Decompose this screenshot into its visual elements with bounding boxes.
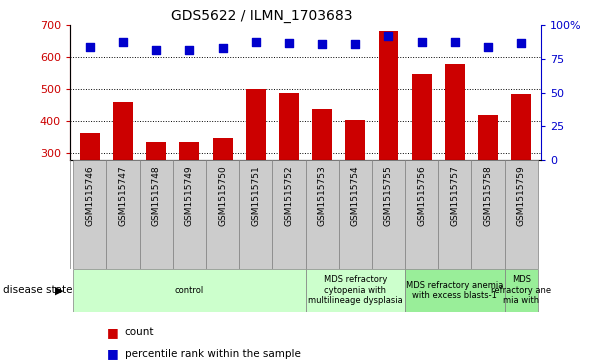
Bar bbox=[312, 109, 332, 249]
Bar bbox=[372, 160, 405, 269]
Text: GSM1515756: GSM1515756 bbox=[417, 165, 426, 226]
Point bbox=[218, 45, 227, 51]
Bar bbox=[213, 138, 232, 249]
Text: percentile rank within the sample: percentile rank within the sample bbox=[125, 349, 300, 359]
Bar bbox=[279, 93, 299, 249]
Bar bbox=[179, 142, 199, 249]
Text: count: count bbox=[125, 327, 154, 337]
Text: MDS refractory
cytopenia with
multilineage dysplasia: MDS refractory cytopenia with multilinea… bbox=[308, 276, 402, 305]
Text: GSM1515757: GSM1515757 bbox=[451, 165, 459, 226]
Text: GSM1515758: GSM1515758 bbox=[483, 165, 492, 226]
Bar bbox=[412, 74, 432, 249]
Bar bbox=[73, 160, 106, 269]
Text: GSM1515746: GSM1515746 bbox=[85, 165, 94, 226]
Bar bbox=[147, 142, 166, 249]
Bar bbox=[405, 160, 438, 269]
Text: GSM1515750: GSM1515750 bbox=[218, 165, 227, 226]
Point bbox=[483, 44, 493, 50]
Bar bbox=[305, 160, 339, 269]
Text: GDS5622 / ILMN_1703683: GDS5622 / ILMN_1703683 bbox=[171, 9, 352, 23]
Point bbox=[85, 44, 95, 50]
Bar bbox=[478, 115, 498, 249]
Text: GSM1515747: GSM1515747 bbox=[119, 165, 128, 226]
Point bbox=[251, 38, 261, 44]
Text: GSM1515749: GSM1515749 bbox=[185, 165, 194, 226]
Text: control: control bbox=[174, 286, 204, 295]
Bar bbox=[246, 89, 266, 249]
Text: disease state: disease state bbox=[3, 285, 72, 295]
Text: GSM1515759: GSM1515759 bbox=[517, 165, 526, 226]
Point bbox=[151, 47, 161, 53]
Point bbox=[384, 33, 393, 39]
Point bbox=[350, 41, 360, 47]
Text: GSM1515751: GSM1515751 bbox=[251, 165, 260, 226]
Bar bbox=[345, 120, 365, 249]
Point bbox=[184, 47, 194, 53]
Text: ▶: ▶ bbox=[55, 285, 64, 295]
Text: ■: ■ bbox=[106, 347, 118, 360]
Point bbox=[118, 38, 128, 44]
Point bbox=[317, 41, 327, 47]
Bar bbox=[405, 269, 505, 312]
Bar bbox=[73, 269, 305, 312]
Bar bbox=[445, 64, 465, 249]
Bar bbox=[140, 160, 173, 269]
Text: ■: ■ bbox=[106, 326, 118, 339]
Point bbox=[450, 38, 460, 44]
Bar bbox=[438, 160, 471, 269]
Bar bbox=[239, 160, 272, 269]
Point bbox=[417, 38, 427, 44]
Text: GSM1515748: GSM1515748 bbox=[152, 165, 161, 226]
Text: GSM1515755: GSM1515755 bbox=[384, 165, 393, 226]
Text: GSM1515753: GSM1515753 bbox=[317, 165, 326, 226]
Bar bbox=[80, 132, 100, 249]
Text: GSM1515754: GSM1515754 bbox=[351, 165, 360, 226]
Bar bbox=[505, 160, 538, 269]
Text: MDS
refractory ane
mia with: MDS refractory ane mia with bbox=[491, 276, 551, 305]
Bar bbox=[113, 102, 133, 249]
Text: MDS refractory anemia
with excess blasts-1: MDS refractory anemia with excess blasts… bbox=[406, 281, 503, 300]
Point bbox=[516, 40, 526, 46]
Bar bbox=[511, 94, 531, 249]
Bar bbox=[206, 160, 239, 269]
Bar bbox=[471, 160, 505, 269]
Bar bbox=[106, 160, 140, 269]
Bar bbox=[173, 160, 206, 269]
Bar bbox=[379, 31, 398, 249]
Bar bbox=[272, 160, 305, 269]
Point bbox=[284, 40, 294, 46]
Bar bbox=[305, 269, 405, 312]
Bar bbox=[505, 269, 538, 312]
Bar bbox=[339, 160, 372, 269]
Text: GSM1515752: GSM1515752 bbox=[285, 165, 294, 226]
